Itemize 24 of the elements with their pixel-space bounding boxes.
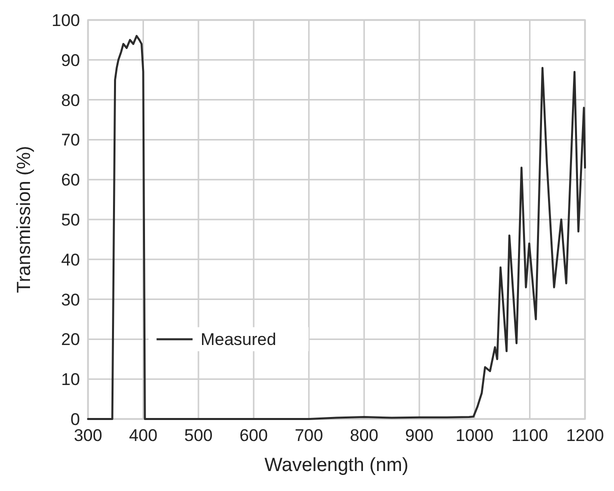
x-tick-label: 900 (405, 426, 434, 445)
y-tick-label: 80 (61, 90, 80, 110)
y-axis-title: Transmission (%) (14, 146, 35, 294)
x-tick-label: 800 (350, 426, 378, 445)
y-tick-label: 30 (61, 290, 80, 310)
y-tick-label: 0 (70, 410, 80, 429)
x-tick-label: 400 (129, 426, 158, 445)
x-tick-label: 1000 (456, 426, 494, 445)
y-tick-label: 100 (52, 11, 80, 30)
x-tick-label: 500 (184, 426, 213, 445)
x-tick-label: 1100 (511, 426, 548, 445)
x-tick-label: 700 (294, 426, 324, 445)
x-tick-label: 1200 (566, 426, 604, 445)
x-axis-title: Wavelength (nm) (264, 455, 408, 476)
y-tick-label: 20 (61, 330, 80, 350)
y-tick-label: 10 (61, 370, 80, 390)
x-tick-label: 600 (239, 426, 268, 445)
y-tick-label: 60 (61, 170, 80, 190)
legend-label: Measured (200, 330, 276, 350)
y-tick-label: 40 (61, 250, 80, 270)
x-tick-label: 300 (74, 426, 102, 445)
y-tick-label: 50 (61, 210, 80, 230)
y-tick-label: 90 (61, 50, 80, 70)
y-tick-label: 70 (61, 130, 80, 150)
